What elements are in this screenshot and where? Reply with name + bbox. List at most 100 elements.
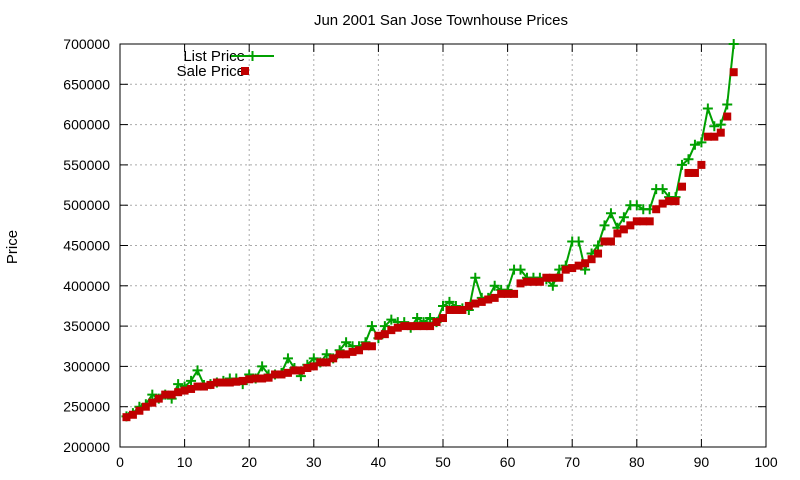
sale-price-point <box>361 342 370 351</box>
list-price-point <box>728 39 739 49</box>
list-price-point <box>689 139 700 150</box>
list-price-point <box>715 119 726 130</box>
legend: List Price Sale Price <box>177 48 274 80</box>
list-price-point <box>599 220 610 231</box>
sale-price-point <box>490 293 499 302</box>
sale-price-point <box>290 366 299 375</box>
y-tick-label: 400000 <box>63 278 110 294</box>
list-price-point <box>547 280 558 291</box>
sale-price-point <box>729 68 738 77</box>
y-tick-label: 550000 <box>63 157 110 173</box>
sale-price-point <box>568 264 577 273</box>
sale-price-point <box>335 350 344 359</box>
y-tick-label: 650000 <box>63 76 110 92</box>
sale-price-point <box>665 197 674 206</box>
x-tick-label: 50 <box>435 454 451 470</box>
sale-price-point <box>174 388 183 397</box>
legend-marker-list-price <box>247 51 258 61</box>
sale-price-point <box>283 368 292 377</box>
sale-price-point <box>548 273 557 282</box>
sale-price-point <box>471 299 480 308</box>
sale-price-point <box>342 350 351 359</box>
sale-price-point <box>439 314 447 323</box>
sale-price-point <box>516 279 525 288</box>
sale-price-point <box>128 410 137 419</box>
sale-price-point <box>141 402 150 411</box>
sale-price-point <box>193 382 202 391</box>
y-tick-label: 500000 <box>63 197 110 213</box>
sale-price-point <box>510 289 519 298</box>
sale-price-point <box>316 358 325 367</box>
sale-price-point <box>393 323 402 332</box>
sale-price-point <box>167 390 176 399</box>
sale-price-point <box>296 366 305 375</box>
sale-price-point <box>458 305 467 314</box>
list-price-point <box>657 184 668 195</box>
sale-price-point <box>219 378 228 387</box>
sale-price-point <box>419 322 428 331</box>
sale-price-point <box>529 277 538 286</box>
sale-price-point <box>329 354 338 363</box>
list-price-point <box>186 375 197 386</box>
sale-price-point <box>464 301 473 310</box>
sale-price-point <box>322 358 331 367</box>
y-tick-label: 700000 <box>63 36 110 52</box>
y-tick-label: 600000 <box>63 117 110 133</box>
sale-price-point <box>684 168 693 177</box>
sale-price-point <box>542 273 551 282</box>
x-tick-label: 80 <box>629 454 645 470</box>
sale-price-point <box>587 255 596 264</box>
list-price-point <box>386 314 397 325</box>
sale-price-point <box>271 370 280 379</box>
sale-price-point <box>309 362 318 371</box>
chart-title: Jun 2001 San Jose Townhouse Prices <box>314 12 568 29</box>
sale-price-point <box>225 378 234 387</box>
sale-price-point <box>703 132 712 141</box>
sale-price-point <box>355 346 364 355</box>
list-price-line <box>126 43 735 418</box>
sale-price-point <box>613 229 622 238</box>
sale-price-point <box>148 398 157 407</box>
list-price-point <box>702 103 713 114</box>
list-price-point <box>470 272 481 283</box>
list-price-point <box>425 313 436 324</box>
list-price-point <box>192 365 203 376</box>
list-price-point <box>683 154 694 165</box>
legend-marker-sale-price <box>241 67 249 75</box>
x-tick-label: 100 <box>754 454 778 470</box>
x-tick-label: 60 <box>500 454 516 470</box>
sale-price-point <box>432 318 441 327</box>
sale-price-point <box>671 197 680 206</box>
x-tick-label: 0 <box>116 454 124 470</box>
list-price-point <box>709 121 720 132</box>
list-price-point <box>173 379 184 390</box>
list-price-point <box>444 296 455 307</box>
sale-price-point <box>187 384 196 393</box>
sale-price-point <box>626 221 635 230</box>
sale-price-point <box>716 128 725 137</box>
sale-price-point <box>374 331 383 340</box>
sale-price-point <box>535 277 544 286</box>
list-price-point <box>515 264 526 275</box>
y-tick-label: 250000 <box>63 399 110 415</box>
list-price-point <box>438 300 448 311</box>
list-price-point <box>631 200 642 211</box>
sale-price-point <box>594 249 603 258</box>
sale-price-point <box>710 132 719 141</box>
x-tick-label: 70 <box>564 454 580 470</box>
list-price-point <box>618 212 629 223</box>
sale-price-point <box>497 289 506 298</box>
list-price-point <box>605 208 616 219</box>
sale-price-point <box>238 376 247 385</box>
list-price-point <box>257 361 268 372</box>
list-price-point <box>489 280 500 291</box>
sale-price-point <box>367 342 376 351</box>
series-layer <box>121 39 739 422</box>
list-price-point <box>677 159 688 170</box>
sale-price-point <box>122 413 131 422</box>
sale-price-point <box>380 330 389 339</box>
sale-price-point <box>645 217 654 226</box>
list-price-point <box>341 337 352 348</box>
sale-price-point <box>561 265 570 274</box>
